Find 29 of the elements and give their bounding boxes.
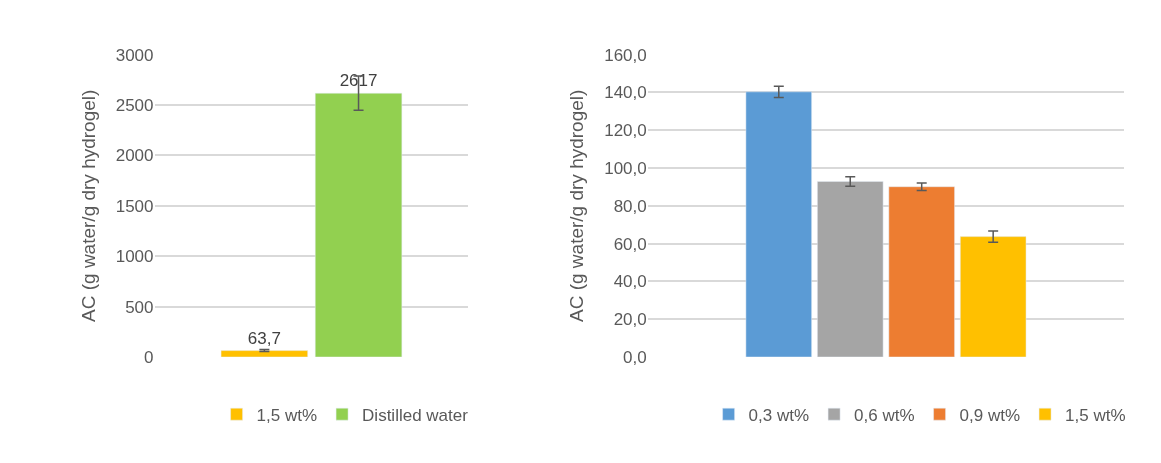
- legend-label: 1,5 wt%: [1065, 405, 1126, 425]
- y-tick-label: 500: [125, 297, 154, 317]
- y-tick-label: 0: [144, 347, 154, 367]
- legend-label: 0,9 wt%: [959, 405, 1021, 425]
- data-label: 63,7: [247, 328, 281, 348]
- y-tick-label: 40,0: [613, 272, 647, 292]
- y-tick-label: 160,0: [604, 45, 647, 65]
- y-tick-label: 100,0: [604, 158, 647, 178]
- bar: [888, 186, 955, 357]
- bar: [960, 236, 1027, 357]
- y-axis-title: AC (g water/g dry hydrogel): [566, 89, 588, 322]
- y-tick-label: 140,0: [604, 83, 647, 103]
- y-tick-label: 20,0: [613, 310, 647, 330]
- y-tick-label: 2000: [115, 146, 154, 166]
- y-tick-label: 120,0: [604, 121, 647, 141]
- legend-label: 1,5 wt%: [256, 405, 318, 425]
- y-tick-label: 60,0: [613, 234, 647, 254]
- y-tick-label: 0,0: [623, 347, 647, 367]
- y-tick-label: 1000: [115, 247, 154, 267]
- y-tick-label: 2500: [115, 95, 154, 115]
- legend-label: 0,6 wt%: [854, 405, 915, 425]
- y-tick-label: 1500: [115, 196, 154, 216]
- legend-label: 0,3 wt%: [748, 405, 810, 425]
- y-axis-title: AC (g water/g dry hydrogel): [77, 89, 99, 322]
- legend-label: Distilled water: [362, 405, 469, 425]
- bar: [745, 91, 812, 357]
- y-tick-label: 80,0: [613, 196, 647, 216]
- bar: [817, 181, 884, 357]
- y-tick-label: 3000: [115, 45, 154, 65]
